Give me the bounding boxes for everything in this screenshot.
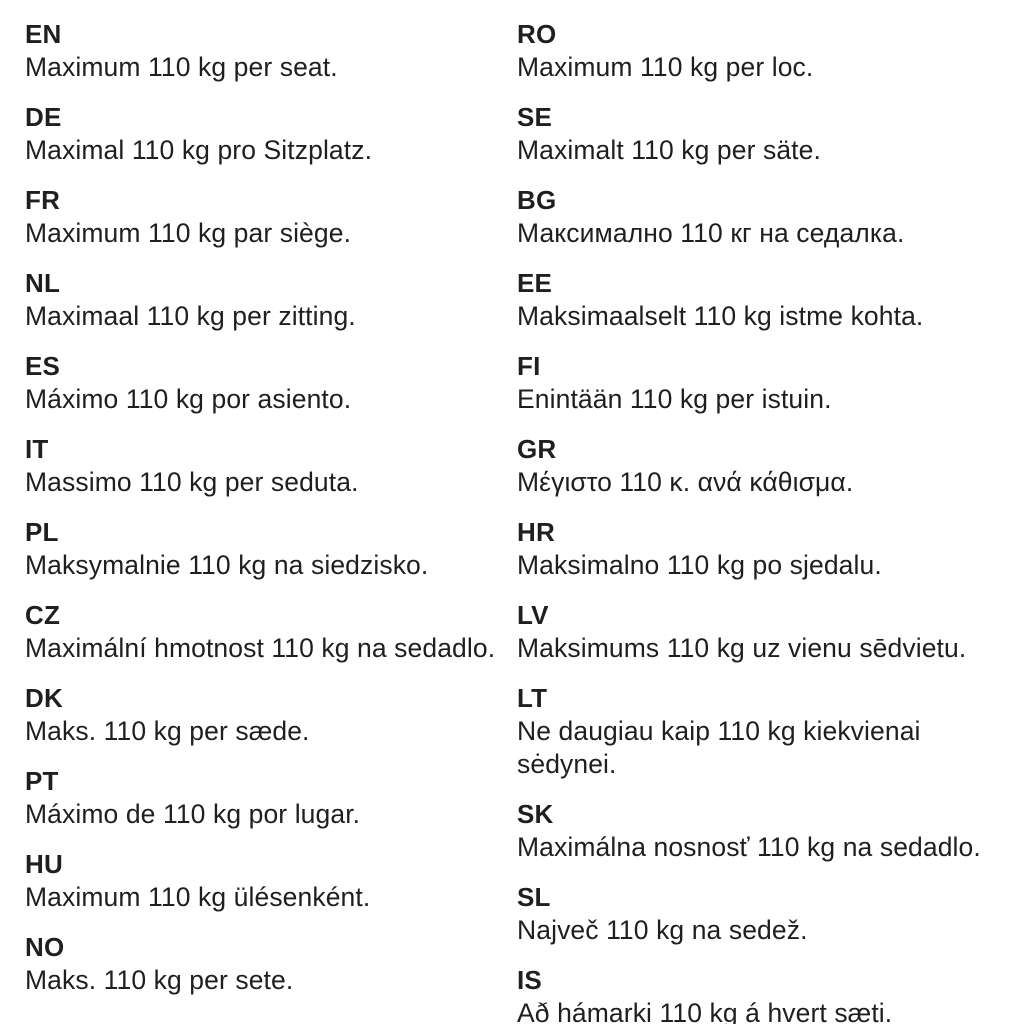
translation-text: Največ 110 kg na sedež. <box>517 915 808 945</box>
language-code: RO <box>517 19 557 49</box>
language-code: EE <box>517 268 553 298</box>
language-code: GR <box>517 434 557 464</box>
language-code: EN <box>25 19 62 49</box>
translation-text: Að hámarki 110 kg á hvert sæti. <box>517 998 893 1024</box>
translation-text: Maksimalno 110 kg po sjedalu. <box>517 550 882 580</box>
translation-entry-de: DE Maximal 110 kg pro Sitzplatz. <box>25 101 517 167</box>
translation-entry-fi: FI Enintään 110 kg per istuin. <box>517 350 1009 416</box>
translation-entry-lv: LV Maksimums 110 kg uz vienu sēdvietu. <box>517 599 1009 665</box>
translation-entry-bg: BG Максимално 110 кг на седалка. <box>517 184 1009 250</box>
translation-entry-ro: RO Maximum 110 kg per loc. <box>517 18 1009 84</box>
translation-text: Maximum 110 kg ülésenként. <box>25 882 371 912</box>
translation-entry-hr: HR Maksimalno 110 kg po sjedalu. <box>517 516 1009 582</box>
translation-entry-dk: DK Maks. 110 kg per sæde. <box>25 682 517 748</box>
language-code: FI <box>517 351 541 381</box>
translation-entry-it: IT Massimo 110 kg per seduta. <box>25 433 517 499</box>
translation-text: Maximální hmotnost 110 kg na sedadlo. <box>25 633 496 663</box>
translation-text: Massimo 110 kg per seduta. <box>25 467 359 497</box>
language-code: IS <box>517 965 542 995</box>
translation-entry-hu: HU Maximum 110 kg ülésenként. <box>25 848 517 914</box>
translation-entry-sl: SL Največ 110 kg na sedež. <box>517 881 1009 947</box>
translation-entry-no: NO Maks. 110 kg per sete. <box>25 931 517 997</box>
translation-text: Maximum 110 kg per loc. <box>517 52 814 82</box>
translation-text: Maks. 110 kg per sæde. <box>25 716 310 746</box>
language-code: IT <box>25 434 49 464</box>
translation-entry-cz: CZ Maximální hmotnost 110 kg na sedadlo. <box>25 599 517 665</box>
translation-entry-lt: LT Ne daugiau kaip 110 kg kiekvienai sėd… <box>517 682 1009 781</box>
translation-text: Maksimums 110 kg uz vienu sēdvietu. <box>517 633 967 663</box>
language-code: BG <box>517 185 557 215</box>
translation-text: Máximo 110 kg por asiento. <box>25 384 352 414</box>
language-code: HR <box>517 517 555 547</box>
language-code: HU <box>25 849 63 879</box>
translation-entry-pt: PT Máximo de 110 kg por lugar. <box>25 765 517 831</box>
language-code: LV <box>517 600 549 630</box>
language-code: DE <box>25 102 62 132</box>
translation-text: Maximal 110 kg pro Sitzplatz. <box>25 135 373 165</box>
language-code: SK <box>517 799 554 829</box>
translation-entry-pl: PL Maksymalnie 110 kg na siedzisko. <box>25 516 517 582</box>
language-code: NO <box>25 932 65 962</box>
translation-entry-en: EN Maximum 110 kg per seat. <box>25 18 517 84</box>
translation-text: Maximálna nosnosť 110 kg na sedadlo. <box>517 832 981 862</box>
translation-text: Maximaal 110 kg per zitting. <box>25 301 356 331</box>
language-code: DK <box>25 683 63 713</box>
translation-text: Ne daugiau kaip 110 kg kiekvienai sėdyne… <box>517 716 921 779</box>
language-code: PL <box>25 517 59 547</box>
translation-text: Maximum 110 kg per seat. <box>25 52 338 82</box>
translation-entry-se: SE Maximalt 110 kg per säte. <box>517 101 1009 167</box>
translation-entry-nl: NL Maximaal 110 kg per zitting. <box>25 267 517 333</box>
translation-entry-ee: EE Maksimaalselt 110 kg istme kohta. <box>517 267 1009 333</box>
translations-column-left: EN Maximum 110 kg per seat. DE Maximal 1… <box>25 18 517 1024</box>
language-code: ES <box>25 351 61 381</box>
language-code: SL <box>517 882 551 912</box>
translation-entry-is: IS Að hámarki 110 kg á hvert sæti. <box>517 964 1009 1024</box>
translation-entry-es: ES Máximo 110 kg por asiento. <box>25 350 517 416</box>
translation-entry-sk: SK Maximálna nosnosť 110 kg na sedadlo. <box>517 798 1009 864</box>
translation-text: Maksimaalselt 110 kg istme kohta. <box>517 301 924 331</box>
translation-entry-gr: GR Μέγιστο 110 κ. ανά κάθισμα. <box>517 433 1009 499</box>
translation-text: Máximo de 110 kg por lugar. <box>25 799 361 829</box>
translation-text: Maksymalnie 110 kg na siedzisko. <box>25 550 429 580</box>
language-code: PT <box>25 766 59 796</box>
language-code: SE <box>517 102 553 132</box>
language-code: NL <box>25 268 61 298</box>
translation-entry-fr: FR Maximum 110 kg par siège. <box>25 184 517 250</box>
translation-text: Maks. 110 kg per sete. <box>25 965 294 995</box>
translation-text: Максимално 110 кг на седалка. <box>517 218 905 248</box>
language-code: FR <box>25 185 61 215</box>
translation-text: Μέγιστο 110 κ. ανά κάθισμα. <box>517 467 854 497</box>
language-code: CZ <box>25 600 61 630</box>
translation-text: Maximalt 110 kg per säte. <box>517 135 821 165</box>
translation-text: Enintään 110 kg per istuin. <box>517 384 832 414</box>
translation-text: Maximum 110 kg par siège. <box>25 218 352 248</box>
translations-column-right: RO Maximum 110 kg per loc. SE Maximalt 1… <box>517 18 1009 1024</box>
language-code: LT <box>517 683 548 713</box>
